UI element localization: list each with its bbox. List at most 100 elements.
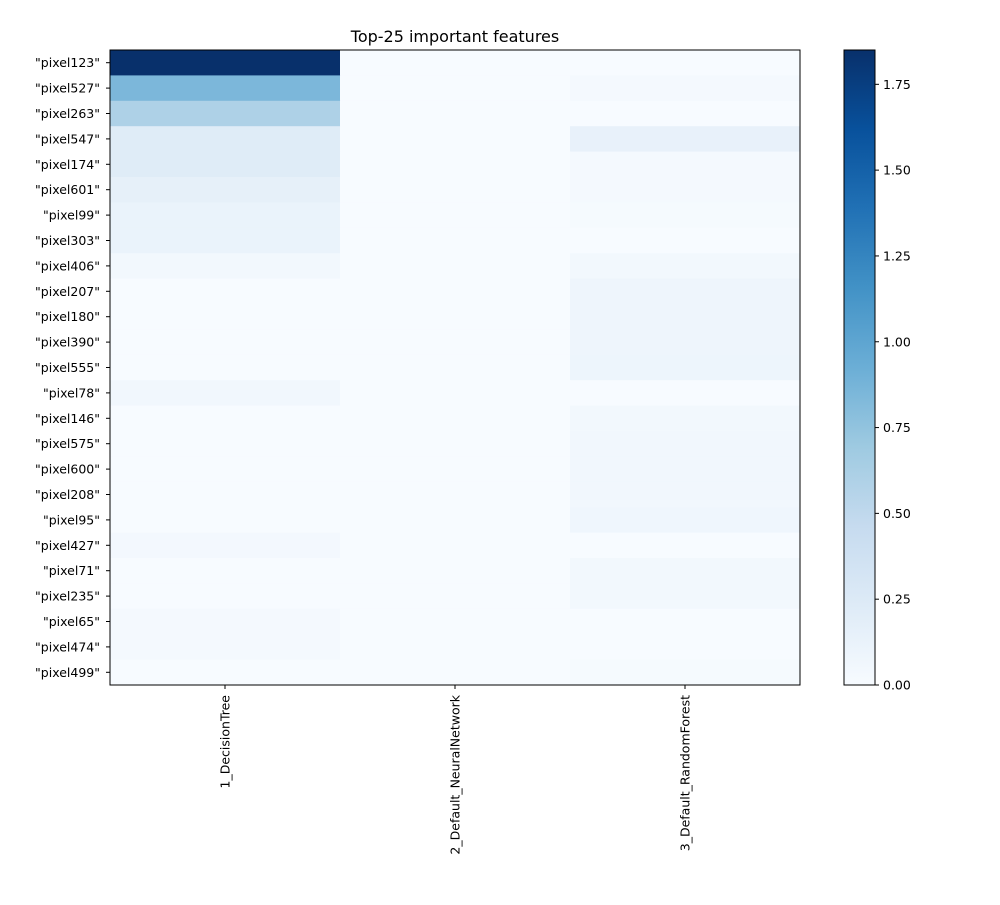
- y-tick-label: "pixel575": [35, 436, 100, 451]
- colorbar-tick-label: 1.75: [883, 77, 911, 92]
- heatmap-cell: [570, 151, 801, 178]
- heatmap-cell: [340, 456, 571, 483]
- heatmap-cell: [110, 202, 341, 229]
- heatmap-cell: [110, 354, 341, 381]
- heatmap-cell: [340, 100, 571, 127]
- heatmap-cell: [340, 177, 571, 203]
- y-tick-label: "pixel600": [35, 462, 100, 477]
- y-tick-label: "pixel427": [35, 538, 100, 553]
- heatmap-cell: [110, 431, 341, 457]
- colorbar: 0.00 0.25 0.50 0.75 1.00 1.25 1.50 1.75: [843, 49, 911, 693]
- y-tick-label: "pixel390": [35, 335, 100, 350]
- y-tick-label: "pixel95": [43, 512, 100, 527]
- heatmap-cell: [340, 634, 571, 661]
- chart-title: Top-25 important features: [350, 27, 559, 46]
- heatmap-cell: [110, 532, 341, 559]
- heatmap-cell: [570, 634, 801, 661]
- heatmap-cell: [340, 126, 571, 153]
- y-tick-label: "pixel99": [43, 208, 100, 223]
- x-tick-label: 1_DecisionTree: [218, 695, 233, 789]
- y-axis: "pixel123" "pixel527" "pixel263" "pixel547"…: [35, 55, 110, 680]
- heatmap-cell: [340, 659, 571, 686]
- heatmap-cell: [570, 304, 801, 330]
- y-tick-label: "pixel303": [35, 233, 100, 248]
- heatmap-cell: [340, 380, 571, 407]
- y-tick-label: "pixel406": [35, 258, 100, 273]
- colorbar-tick-label: 0.75: [883, 420, 911, 435]
- colorbar-tick-label: 0.50: [883, 506, 911, 521]
- x-tick-label: 3_Default_RandomForest: [678, 695, 693, 851]
- heatmap-cell: [110, 481, 341, 508]
- x-tick-label: 2_Default_NeuralNetwork: [448, 694, 463, 854]
- heatmap-cell: [110, 126, 341, 153]
- y-tick-label: "pixel123": [35, 55, 100, 70]
- heatmap-cell: [340, 583, 571, 610]
- heatmap-cell: [340, 304, 571, 330]
- y-tick-label: "pixel71": [43, 563, 100, 578]
- heatmap-cell: [110, 558, 341, 584]
- heatmap-cell: [570, 532, 801, 559]
- heatmap-cell: [570, 50, 801, 76]
- heatmap-cell: [340, 405, 571, 432]
- heatmap-cell: [110, 151, 341, 178]
- y-tick-label: "pixel527": [35, 81, 100, 96]
- y-tick-label: "pixel180": [35, 309, 100, 324]
- y-tick-label: "pixel547": [35, 131, 100, 146]
- colorbar-tick-label: 1.25: [883, 248, 911, 263]
- heatmap-cell: [570, 354, 801, 381]
- heatmap-cell: [570, 481, 801, 508]
- y-tick-label: "pixel235": [35, 589, 100, 604]
- heatmap-cell: [110, 583, 341, 610]
- colorbar-tick-label: 1.50: [883, 163, 911, 178]
- heatmap-cell: [340, 253, 571, 280]
- heatmap-cell: [570, 75, 801, 102]
- heatmap-cell: [570, 583, 801, 610]
- heatmap-cell: [110, 608, 341, 635]
- heatmap-cell: [340, 202, 571, 229]
- y-tick-label: "pixel174": [35, 157, 100, 172]
- heatmap-cell: [110, 659, 341, 686]
- y-tick-label: "pixel146": [35, 411, 100, 426]
- y-tick-label: "pixel208": [35, 487, 100, 502]
- heatmap-cell: [340, 431, 571, 457]
- heatmap-cell: [110, 304, 341, 330]
- heatmap-cell: [570, 202, 801, 229]
- y-tick-label: "pixel65": [43, 614, 100, 629]
- heatmap-cell: [110, 380, 341, 407]
- heatmap-cell: [110, 405, 341, 432]
- heatmap-cell: [570, 456, 801, 483]
- heatmap-cell: [570, 278, 801, 305]
- heatmap-cell: [340, 507, 571, 534]
- heatmap-cells: [110, 50, 801, 686]
- heatmap-cell: [110, 634, 341, 661]
- heatmap-cell: [570, 659, 801, 686]
- y-tick-label: "pixel263": [35, 106, 100, 121]
- heatmap-cell: [570, 329, 801, 356]
- heatmap-cell: [570, 608, 801, 635]
- heatmap-cell: [110, 329, 341, 356]
- colorbar-tick-label: 0.25: [883, 592, 911, 607]
- heatmap-cell: [340, 151, 571, 178]
- y-tick-label: "pixel207": [35, 284, 100, 299]
- y-tick-label: "pixel601": [35, 182, 100, 197]
- y-tick-label: "pixel78": [43, 385, 100, 400]
- heatmap-cell: [110, 75, 341, 102]
- heatmap-cell: [340, 354, 571, 381]
- heatmap-cell: [570, 100, 801, 127]
- heatmap-cell: [570, 507, 801, 534]
- colorbar-tick-label: 0.00: [883, 678, 911, 693]
- heatmap-cell: [110, 507, 341, 534]
- heatmap-cell: [340, 608, 571, 635]
- heatmap-cell: [110, 177, 341, 203]
- y-tick-label: "pixel555": [35, 360, 100, 375]
- heatmap-cell: [570, 405, 801, 432]
- heatmap-cell: [110, 253, 341, 280]
- heatmap-cell: [340, 75, 571, 102]
- heatmap-cell: [110, 456, 341, 483]
- heatmap-cell: [570, 126, 801, 153]
- y-tick-label: "pixel499": [35, 665, 100, 680]
- heatmap-cell: [570, 558, 801, 584]
- heatmap-cell: [570, 431, 801, 457]
